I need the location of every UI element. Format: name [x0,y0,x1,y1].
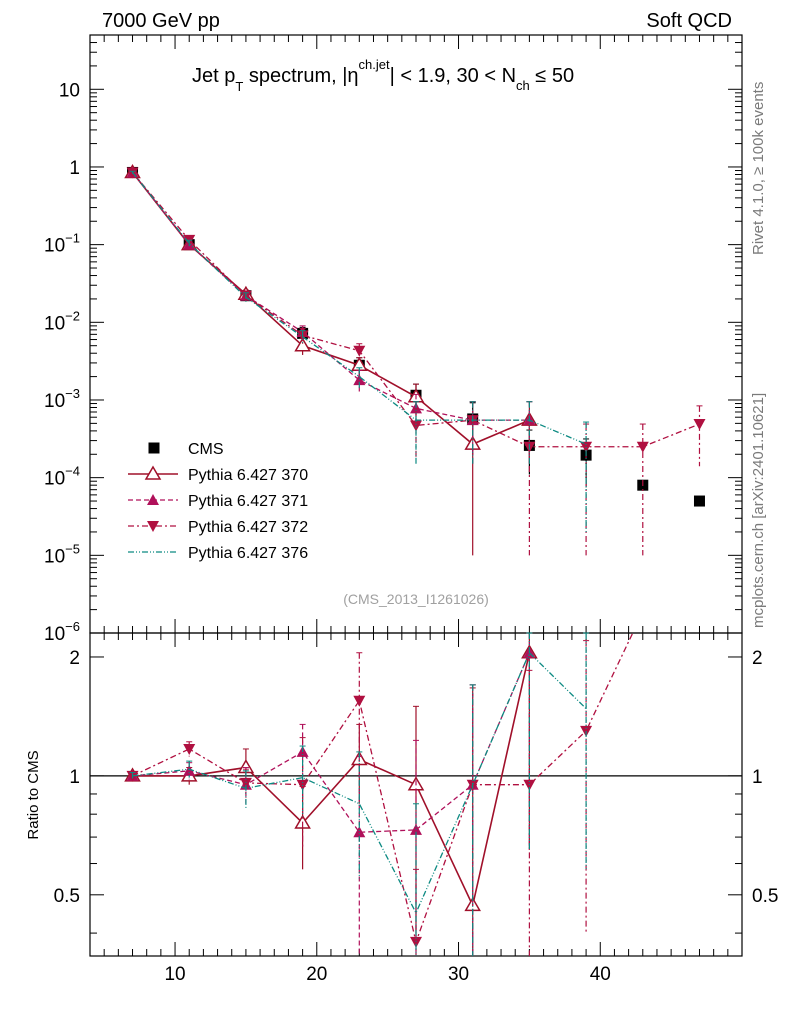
data-layer [124,163,706,956]
rivet-label: Rivet 4.1.0, ≥ 100k events [750,82,767,255]
p372-point [353,345,366,357]
analysis-watermark: (CMS_2013_I1261026) [343,591,489,607]
y-tick-label: 10−6 [44,619,80,645]
p372-point [410,420,422,432]
y-tick-label: 10−3 [44,386,80,412]
p372-point [636,441,649,453]
cms-legend-label: CMS [188,441,224,458]
y-tick-label: 10−1 [44,231,80,257]
x-tick-label: 20 [306,964,327,985]
cms-point [148,442,160,454]
ratio-y-tick-label-right: 2 [752,648,763,669]
p372-point [523,779,536,791]
p370-ratio-line [132,652,531,908]
p370-main-line [131,171,530,446]
p370-point [294,337,311,352]
p371-point [183,764,196,776]
p372-point [693,419,706,431]
mcplots-label: mcplots.cern.ch [arXiv:2401.10621] [750,393,767,628]
p371-point [353,826,366,838]
ratio-y-tick-label-left: 0.5 [54,886,80,907]
p370-legend-label: Pythia 6.427 370 [188,467,308,484]
y-tick-label: 10−2 [44,308,80,334]
ratio-y-tick-label-left: 2 [69,648,80,669]
main-plot-frame [89,34,743,634]
p371-point [147,494,159,505]
y-tick-label: 1 [69,158,80,179]
y-tick-label: 10−5 [44,541,80,567]
p372-main-line [132,172,700,448]
ratio-y-tick-label-right: 0.5 [752,886,778,907]
p371-ratio-line [132,652,530,833]
cms-point [693,495,705,507]
p372-point [183,743,196,755]
p372-point [239,777,252,789]
ratio-axis-label: Ratio to CMS [25,750,42,839]
p372-legend-label: Pythia 6.427 372 [188,519,308,536]
p370-point [144,465,162,480]
p376-legend-label: Pythia 6.427 376 [188,545,308,562]
ratio-y-tick-label-right: 1 [752,767,763,788]
plot-title: Jet pT spectrum, |ηch.jet| < 1.9, 30 < N… [192,57,574,94]
x-tick-label: 10 [164,964,185,985]
p372-point [410,936,422,948]
header-left: 7000 GeV pp [102,10,220,32]
x-tick-label: 30 [448,964,469,985]
p371-point [410,402,422,414]
y-tick-label: 10−4 [44,464,80,490]
ratio-y-tick-label-left: 1 [69,767,80,788]
p376-main-line [132,172,587,445]
y-tick-label: 10 [59,80,80,101]
p372-point [147,521,159,532]
p372-point [353,695,366,707]
p371-legend-label: Pythia 6.427 371 [188,493,308,510]
legend: CMS Pythia 6.427 370 Pythia 6.427 371 Pythi… [128,441,308,562]
header-right: Soft QCD [646,10,732,32]
axes-layer: 10 20 30 40 10 1 10−1 10−2 10−3 10−4 10−5 10−6 2 2 1 1 0… [44,34,778,985]
p371-main-line [132,172,530,421]
x-tick-label: 40 [590,964,611,985]
